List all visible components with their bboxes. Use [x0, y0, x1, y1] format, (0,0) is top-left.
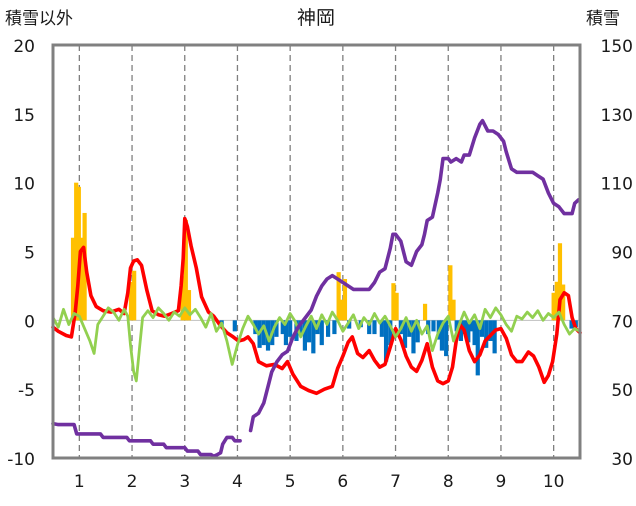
snowfall-bar-53 — [448, 265, 453, 321]
x-tick-label-7: 7 — [390, 472, 401, 492]
snowfall-bar-0 — [70, 237, 76, 321]
y-left-tick-label: -5 — [18, 381, 35, 401]
snowmelt-bar-11 — [232, 320, 237, 332]
snowmelt-bar-29 — [332, 320, 337, 335]
snowmelt-bar-35 — [367, 320, 372, 335]
snowmelt-bar-62 — [479, 320, 485, 337]
y-right-tick-label: 70 — [611, 312, 633, 332]
y-right-tick-label: 90 — [611, 244, 633, 264]
snowmelt-bar-55 — [454, 320, 459, 332]
chart-title: 神岡 — [297, 7, 335, 29]
snowfall-bar-3 — [79, 237, 84, 321]
y-left-tick-label: 20 — [13, 37, 35, 57]
x-tick-label-9: 9 — [496, 472, 507, 492]
snowmelt-bar-46 — [415, 320, 420, 343]
y-left-tick-label: 0 — [24, 312, 35, 332]
snowmelt-bar-38 — [383, 320, 389, 362]
red-line-series-0-seg-0 — [51, 216, 582, 396]
snowmelt-bar-57 — [463, 320, 468, 335]
snowmelt-bar-43 — [402, 320, 408, 348]
y-right-tick-label: 50 — [611, 381, 633, 401]
x-tick-label-2: 2 — [127, 472, 138, 492]
snowfall-bar-32 — [342, 279, 348, 321]
x-tick-label-6: 6 — [337, 472, 348, 492]
snowmelt-bar-63 — [484, 320, 489, 348]
x-tick-label-5: 5 — [285, 472, 296, 492]
snowmelt-bar-61 — [475, 320, 480, 376]
line-layer — [51, 118, 582, 459]
snowmelt-bar-36 — [372, 320, 377, 335]
snowmelt-bar-20 — [288, 320, 293, 337]
snowfall-bar-67 — [554, 281, 559, 321]
snowfall-bar-6 — [132, 270, 137, 321]
snowmelt-bar-51 — [439, 320, 445, 351]
snowmelt-bar-19 — [283, 320, 289, 346]
snowfall-bar-68 — [557, 243, 563, 321]
snowmelt-bar-59 — [469, 320, 474, 332]
snowmelt-bar-58 — [466, 320, 471, 343]
snowfall-bar-54 — [451, 299, 456, 321]
snowfall-bar-47 — [422, 303, 428, 321]
snowmelt-bar-37 — [379, 320, 384, 337]
y-left-tick-label: 10 — [13, 175, 35, 195]
snowfall-bar-69 — [561, 284, 566, 321]
y-right-tick-label: 150 — [601, 37, 633, 57]
snowfall-bar-30 — [336, 272, 341, 321]
snowfall-bar-31 — [339, 299, 344, 321]
snowmelt-bar-22 — [298, 320, 303, 335]
snowmelt-bar-65 — [492, 320, 497, 354]
snowmelt-bar-52 — [444, 320, 449, 357]
plot-frame — [51, 43, 582, 460]
snowfall-bar-40 — [391, 283, 396, 321]
snowfall-bar-1 — [74, 182, 79, 321]
left-axis-label: 積雪以外 — [5, 9, 73, 29]
purple-line-series-2-seg-0 — [51, 421, 242, 459]
snowfall-bar-8 — [183, 219, 188, 321]
snowmelt-bar-33 — [347, 320, 352, 329]
snowmelt-bar-28 — [325, 320, 331, 337]
y-left-tick-label: 5 — [24, 244, 35, 264]
snowmelt-bar-18 — [280, 320, 285, 335]
snowmelt-bar-45 — [411, 320, 416, 354]
y-left-tick-label: 15 — [13, 106, 35, 126]
right-axis-label: 積雪 — [586, 9, 620, 29]
y-right-tick-label: 30 — [611, 450, 633, 470]
snowmelt-bar-60 — [472, 320, 477, 346]
snowmelt-bar-25 — [311, 320, 316, 354]
green-line-series-1-seg-0 — [51, 306, 582, 383]
bar-layer — [70, 182, 578, 376]
grid-layer — [53, 45, 580, 458]
snowfall-bar-5 — [128, 281, 134, 321]
snowmelt-bar-17 — [274, 320, 279, 337]
snowmelt-bar-23 — [302, 320, 308, 351]
snowfall-bar-41 — [394, 292, 399, 321]
snowmelt-bar-14 — [261, 320, 266, 346]
x-tick-label-4: 4 — [232, 472, 243, 492]
y-left-tick-label: -10 — [7, 450, 35, 470]
x-tick-label-1: 1 — [74, 472, 85, 492]
snowmelt-bar-24 — [307, 320, 312, 343]
tick-layer: 1 2 3 4 5 6 7 8 9 1020151050-5-101501301109070503… — [7, 37, 633, 492]
y-right-tick-label: 110 — [601, 175, 633, 195]
snowmelt-bar-27 — [319, 320, 324, 346]
snowfall-bar-66 — [551, 292, 556, 321]
snowmelt-bar-64 — [488, 320, 493, 341]
snowmelt-bar-70 — [569, 320, 574, 329]
x-tick-label-3: 3 — [179, 472, 190, 492]
x-tick-label-10: 10 — [543, 472, 565, 492]
snowmelt-bar-39 — [388, 320, 393, 346]
snowmelt-bar-56 — [458, 320, 463, 341]
snowfall-bar-7 — [180, 276, 185, 321]
y-right-tick-label: 130 — [601, 106, 633, 126]
snowfall-bar-9 — [186, 290, 192, 321]
purple-line-series-2-seg-1 — [248, 118, 581, 433]
snowmelt-bar-49 — [431, 320, 436, 332]
x-tick-label-8: 8 — [443, 472, 454, 492]
